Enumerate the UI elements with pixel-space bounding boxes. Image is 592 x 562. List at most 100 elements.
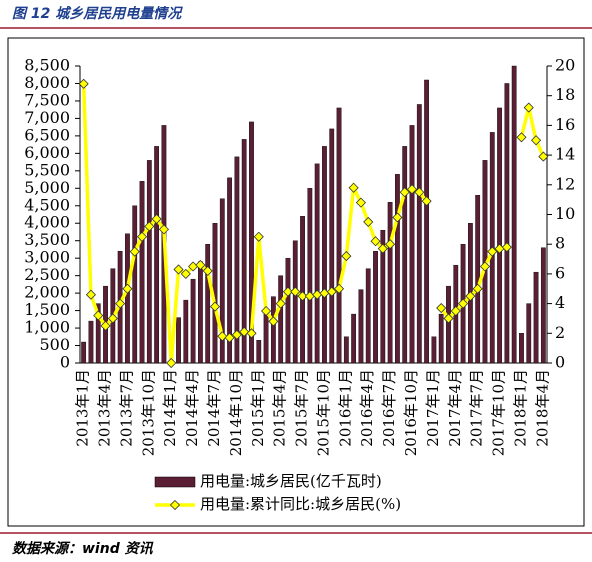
marker bbox=[85, 289, 97, 300]
y-tick-label: 4,500 bbox=[24, 195, 70, 214]
marker bbox=[465, 291, 476, 302]
y2-tick-label: 0 bbox=[555, 353, 565, 372]
bar bbox=[270, 296, 276, 364]
x-tick-label: 2017年10月 bbox=[490, 369, 508, 456]
marker bbox=[217, 331, 228, 342]
bar bbox=[343, 336, 349, 364]
marker bbox=[239, 326, 250, 337]
y-tick-label: 3,500 bbox=[24, 230, 70, 249]
marker bbox=[348, 182, 359, 193]
source: 数据来源：wind 资讯 bbox=[12, 540, 154, 557]
x-tick-label: 2013年4月 bbox=[96, 369, 114, 447]
y-tick-label: 3,000 bbox=[24, 248, 70, 267]
marker bbox=[399, 187, 410, 198]
marker bbox=[231, 329, 242, 340]
bar bbox=[380, 230, 386, 364]
marker bbox=[224, 332, 235, 343]
marker bbox=[392, 212, 403, 223]
marker bbox=[538, 151, 549, 162]
x-tick-label: 2015年1月 bbox=[249, 369, 267, 447]
legend-label: 用电量:累计同比:城乡居民(%) bbox=[200, 495, 401, 513]
marker bbox=[209, 301, 221, 312]
y2-tick-label: 18 bbox=[555, 85, 575, 104]
y-tick-label: 7,500 bbox=[24, 90, 70, 109]
marker bbox=[78, 78, 89, 89]
bar bbox=[154, 146, 160, 364]
marker bbox=[333, 283, 345, 294]
marker bbox=[421, 196, 432, 207]
marker bbox=[385, 239, 396, 250]
bar bbox=[329, 128, 335, 364]
marker bbox=[282, 286, 294, 297]
y-tick-label: 4,000 bbox=[24, 213, 70, 232]
x-tick-label: 2017年4月 bbox=[446, 369, 464, 447]
marker bbox=[479, 261, 491, 272]
bar bbox=[234, 156, 240, 364]
x-tick-label: 2016年10月 bbox=[402, 369, 420, 456]
legend-swatch bbox=[154, 476, 196, 488]
bar bbox=[95, 303, 101, 364]
line bbox=[81, 83, 545, 364]
bar bbox=[139, 181, 145, 364]
y-tick-label: 6,500 bbox=[24, 125, 70, 144]
marker bbox=[443, 313, 454, 324]
bar bbox=[351, 313, 357, 364]
bar bbox=[190, 278, 196, 364]
bar bbox=[373, 250, 378, 364]
x-tick-label: 2017年7月 bbox=[468, 369, 486, 447]
marker bbox=[246, 328, 257, 339]
bar bbox=[227, 177, 232, 364]
legend-marker bbox=[169, 499, 181, 511]
marker bbox=[122, 283, 133, 294]
x-tick-label: 2013年1月 bbox=[74, 369, 92, 447]
x-tick-label: 2016年7月 bbox=[380, 369, 398, 447]
y2-tick-label: 10 bbox=[555, 204, 575, 223]
bar bbox=[387, 202, 393, 364]
bar bbox=[249, 121, 254, 364]
bar bbox=[358, 289, 364, 364]
bar bbox=[292, 240, 298, 364]
marker bbox=[487, 246, 498, 257]
marker bbox=[275, 298, 286, 309]
bar bbox=[395, 174, 400, 364]
x-tick-label: 2013年10月 bbox=[139, 369, 157, 456]
y-tick-label: 1,000 bbox=[24, 318, 70, 337]
marker bbox=[436, 302, 447, 314]
marker bbox=[195, 259, 206, 271]
marker bbox=[107, 313, 118, 324]
y2-tick-label: 4 bbox=[555, 293, 565, 312]
y2-tick-label: 2 bbox=[555, 323, 565, 342]
marker bbox=[530, 135, 542, 146]
y-tick-label: 500 bbox=[39, 335, 70, 354]
marker bbox=[516, 132, 527, 143]
marker bbox=[261, 305, 272, 317]
bar bbox=[511, 65, 517, 364]
bar bbox=[263, 313, 269, 364]
x-tick-label: 2018年1月 bbox=[511, 369, 529, 447]
x-tick-label: 2014年1月 bbox=[161, 369, 179, 447]
y2-tick-label: 16 bbox=[555, 115, 575, 134]
marker bbox=[144, 221, 155, 232]
bar bbox=[322, 146, 327, 364]
bar bbox=[497, 107, 502, 364]
x-tick-label: 2014年7月 bbox=[205, 369, 223, 447]
bar bbox=[146, 160, 152, 364]
x-tick-label: 2014年10月 bbox=[227, 369, 245, 456]
x-tick-label: 2013年7月 bbox=[117, 369, 135, 447]
marker bbox=[180, 268, 191, 279]
y-tick-label: 0 bbox=[60, 353, 70, 372]
frame bbox=[7, 37, 585, 527]
marker bbox=[472, 283, 483, 294]
bar bbox=[431, 336, 437, 364]
bar bbox=[256, 340, 262, 364]
x-tick-label: 2017年1月 bbox=[424, 369, 442, 447]
marker bbox=[158, 224, 169, 235]
marker bbox=[166, 357, 177, 369]
marker bbox=[304, 291, 315, 302]
y-tick-label: 5,000 bbox=[24, 178, 70, 197]
x-tick-label: 2015年7月 bbox=[293, 369, 311, 447]
marker bbox=[151, 213, 162, 225]
bar bbox=[205, 243, 211, 364]
